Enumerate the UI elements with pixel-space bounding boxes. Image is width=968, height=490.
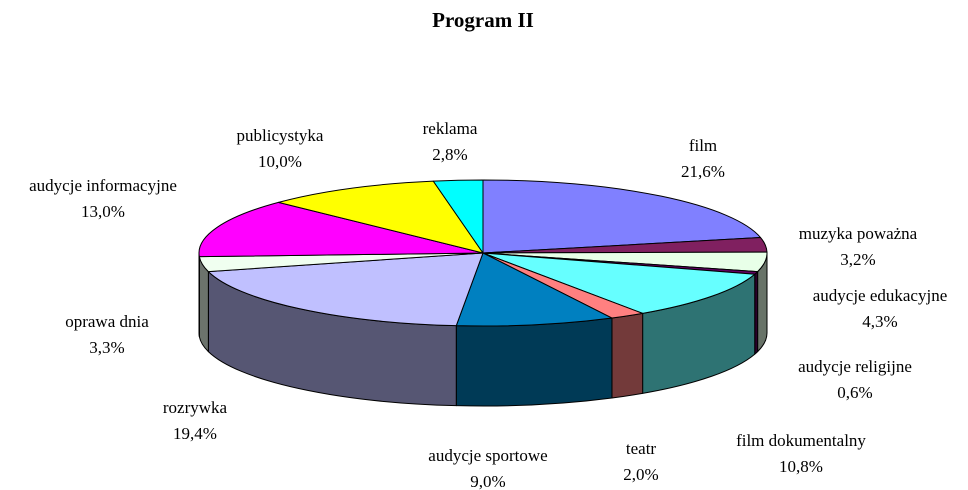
- slice: [432, 179, 484, 254]
- slice-label: muzyka poważna: [799, 224, 918, 243]
- slice: [277, 180, 484, 254]
- slice: [207, 252, 484, 327]
- slice-label: film: [689, 136, 717, 155]
- slice-label: oprawa dnia: [65, 312, 149, 331]
- value-label: 2,8%: [432, 145, 467, 164]
- slice-label: audycje informacyjne: [29, 176, 177, 195]
- value-label: 3,2%: [840, 250, 875, 269]
- chart-title: Program II: [432, 8, 534, 32]
- value-label: 10,8%: [779, 457, 823, 476]
- slice-label: publicystyka: [237, 126, 324, 145]
- slice: [482, 252, 756, 314]
- slice-side: [611, 312, 644, 399]
- slice-side: [455, 317, 613, 407]
- value-label: 2,0%: [623, 465, 658, 484]
- value-label: 3,3%: [89, 338, 124, 357]
- value-label: 0,6%: [837, 383, 872, 402]
- value-label: 10,0%: [258, 152, 302, 171]
- slice: [455, 252, 613, 327]
- value-label: 4,3%: [862, 312, 897, 331]
- slice-label: audycje religijne: [798, 357, 912, 376]
- value-label: 9,0%: [470, 472, 505, 490]
- value-label: 19,4%: [173, 424, 217, 443]
- slice-label: rozrywka: [163, 398, 228, 417]
- slice: [198, 201, 484, 258]
- slice-label: audycje sportowe: [428, 446, 547, 465]
- slice-label: audycje edukacyjne: [813, 286, 948, 305]
- slice-label: reklama: [423, 119, 478, 138]
- slice-label: film dokumentalny: [736, 431, 866, 450]
- value-label: 13,0%: [81, 202, 125, 221]
- slice: [482, 179, 762, 254]
- value-label: 21,6%: [681, 162, 725, 181]
- slice-label: teatr: [626, 439, 657, 458]
